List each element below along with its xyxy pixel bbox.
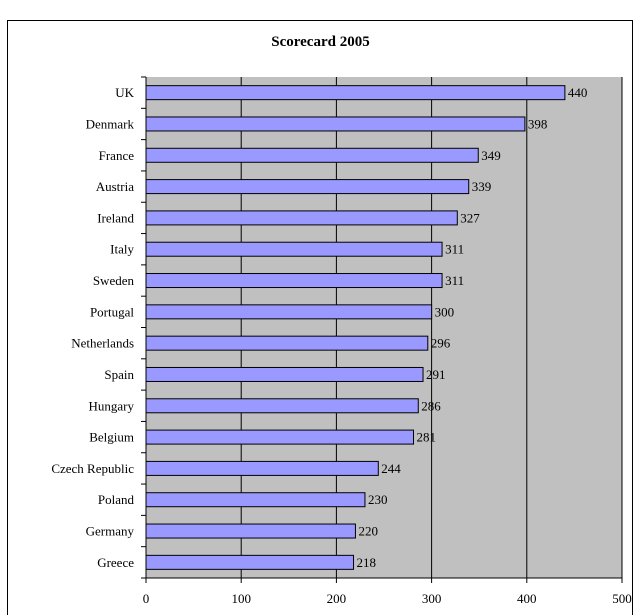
category-label: Ireland: [97, 210, 134, 225]
data-label: 230: [368, 492, 388, 507]
bar: [145, 460, 379, 476]
category-label: Czech Republic: [51, 461, 134, 476]
bar: [145, 523, 356, 539]
bar: [145, 116, 526, 132]
x-tick-label: 300: [422, 591, 442, 606]
data-label: 440: [568, 85, 588, 100]
chart-title: Scorecard 2005: [271, 34, 370, 50]
bar: [145, 304, 433, 320]
data-label: 398: [528, 116, 548, 131]
bar: [145, 429, 415, 445]
bar: [145, 210, 458, 226]
data-label: 286: [421, 398, 441, 413]
category-label: UK: [115, 85, 134, 100]
data-label: 300: [435, 304, 455, 319]
category-label: Greece: [97, 555, 134, 570]
bar: [145, 335, 429, 351]
bar: [145, 179, 470, 195]
x-tick-label: 400: [517, 591, 537, 606]
data-label: 311: [445, 273, 464, 288]
data-label: 327: [460, 210, 480, 225]
category-label: Belgium: [89, 430, 134, 445]
bar: [145, 492, 366, 508]
data-label: 244: [381, 461, 401, 476]
category-label: Hungary: [89, 398, 135, 413]
category-label: Austria: [96, 179, 135, 194]
bar: [145, 85, 566, 101]
bar: [145, 554, 355, 570]
bar: [145, 241, 443, 257]
x-tick-label: 500: [612, 591, 632, 606]
bar: [145, 273, 443, 289]
category-label: Poland: [98, 492, 135, 507]
category-label: Netherlands: [71, 336, 134, 351]
data-label: 291: [426, 367, 446, 382]
x-tick-label: 100: [231, 591, 251, 606]
category-label: Germany: [86, 524, 135, 539]
category-label: Italy: [110, 242, 134, 257]
bar: [145, 398, 419, 414]
category-label: France: [99, 148, 135, 163]
data-label: 220: [358, 524, 378, 539]
category-label: Sweden: [93, 273, 135, 288]
x-tick-label: 0: [143, 591, 150, 606]
data-label: 339: [472, 179, 492, 194]
data-label: 349: [481, 148, 501, 163]
data-label: 296: [431, 336, 451, 351]
x-tick-label: 200: [327, 591, 347, 606]
bar: [145, 366, 424, 382]
bar: [145, 147, 479, 163]
data-label: 218: [357, 555, 377, 570]
category-label: Denmark: [86, 116, 135, 131]
category-label: Portugal: [90, 304, 134, 319]
data-label: 281: [417, 430, 437, 445]
category-label: Spain: [104, 367, 134, 382]
data-label: 311: [445, 242, 464, 257]
